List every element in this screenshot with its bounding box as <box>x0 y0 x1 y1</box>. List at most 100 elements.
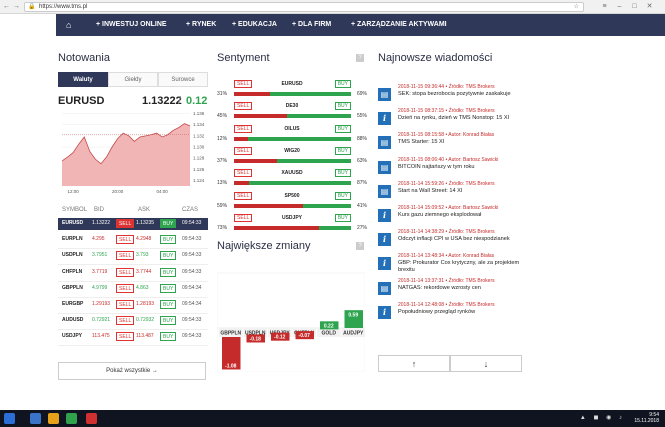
buy-button[interactable]: BUY <box>160 219 177 228</box>
news-title[interactable]: TMS Starter: 15 XI <box>398 139 445 146</box>
sell-button[interactable]: SELL <box>116 219 135 228</box>
row-symbol: USDPLN <box>62 252 83 259</box>
table-row[interactable]: AUDUSD 0.72921 SELL 0.72932 BUY 09:54:33 <box>58 315 208 327</box>
tab-surowce[interactable]: Surowce <box>158 72 208 87</box>
tab-waluty[interactable]: Waluty <box>58 72 108 87</box>
sentiment-buy-button[interactable]: BUY <box>334 102 351 111</box>
mover-symbol: USDPLN <box>245 331 266 337</box>
tab-gieldy[interactable]: Giełdy <box>108 72 158 87</box>
nav-item-inwestuj-online[interactable]: + INWESTUJ ONLINE <box>96 21 167 28</box>
sentiment-heading: Sentyment <box>217 52 270 64</box>
news-item[interactable]: ▤ 2018-11-15 09:36:44 • Źródło: TMS Broke… <box>378 84 528 108</box>
sentiment-buy-button[interactable]: BUY <box>334 169 351 178</box>
system-tray[interactable]: ▲ ◼ ◉ ♪ <box>579 415 625 421</box>
news-item[interactable]: ▤ 2018-11-15 08:06:40 • Autor: Bartosz Sa… <box>378 157 528 181</box>
sentiment-instrument: SP500 <box>284 192 300 199</box>
news-title[interactable]: BITCOIN najtańszy w tym roku <box>398 163 475 170</box>
table-row[interactable]: GBPPLN 4.9799 SELL 4.863 BUY 09:54:34 <box>58 283 208 295</box>
table-row[interactable]: EURPLN 4.295 SELL 4.2948 BUY 09:54:33 <box>58 234 208 246</box>
minimize-icon[interactable]: – <box>617 3 622 10</box>
table-row[interactable]: CHFPLN 3.7719 SELL 3.7744 BUY 09:54:33 <box>58 267 208 279</box>
start-icon[interactable] <box>4 413 15 424</box>
buy-button[interactable]: BUY <box>160 300 177 309</box>
sentiment-buy-button[interactable]: BUY <box>334 124 351 133</box>
buy-button[interactable]: BUY <box>160 235 177 245</box>
table-row[interactable]: USDJPY 113.475 SELL 113.487 BUY 09:54:33 <box>58 331 208 343</box>
maximize-icon[interactable]: □ <box>632 3 637 10</box>
news-item[interactable]: i 2018-11-14 12:48:08 • Źródło: TMS Broke… <box>378 302 528 326</box>
nav-item-rynek[interactable]: + RYNEK <box>186 21 217 28</box>
movers-frame <box>217 272 365 372</box>
buy-button[interactable]: BUY <box>160 283 177 293</box>
sentiment-instrument: WIG20 <box>284 147 300 154</box>
nav-item-edukacja[interactable]: + EDUKACJA <box>232 21 277 28</box>
news-up-button[interactable]: ↑ <box>378 355 450 372</box>
table-row[interactable]: EURUSD 1.13222 SELL 1.13235 BUY 09:54:33 <box>58 218 208 230</box>
bookmark-star-icon[interactable]: ☆ <box>573 4 579 10</box>
sell-button[interactable]: SELL <box>116 267 135 277</box>
nav-item-dla-firm[interactable]: + DLA FIRM <box>292 21 332 28</box>
address-bar[interactable]: 🔒 https://www.tms.pl ☆ <box>24 2 584 12</box>
mover-label-bg <box>268 328 292 337</box>
sentiment-sell-button[interactable]: SELL <box>234 146 253 155</box>
sentiment-sell-button[interactable]: SELL <box>234 124 253 133</box>
price-chart: 1.124 1.126 1.128 1.130 1.132 1.134 1.136 12:00… <box>62 111 205 194</box>
movers-help-icon[interactable]: ? <box>356 242 364 250</box>
mover-value: -0.18 <box>250 336 262 342</box>
nav-item-zarzadzanie-aktywami[interactable]: + ZARZĄDZANIE AKTYWAMI <box>351 21 447 28</box>
news-title[interactable]: Dzień na rynku, dzień w TMS Nonstop: 15 … <box>398 115 510 122</box>
sell-button[interactable]: SELL <box>116 300 135 309</box>
news-title[interactable]: Start na Wall Street: 14 XI <box>398 187 463 194</box>
table-row[interactable]: EURGBP 1.29193 SELL 1.28193 BUY 09:54:34 <box>58 299 208 311</box>
sell-button[interactable]: SELL <box>116 235 135 245</box>
news-title[interactable]: Popołudniowy przegląd rynków <box>398 308 476 315</box>
news-item[interactable]: i 2018-11-15 08:37:15 • Źródło: TMS Broke… <box>378 108 528 132</box>
news-title[interactable]: NATGAS: rekordowe wzrosty cen <box>398 284 481 291</box>
news-title[interactable]: SEK: stopa bezrobocia pozytywnie zaskaku… <box>398 91 511 97</box>
news-item[interactable]: i 2018-11-14 15:09:52 • Autor: Bartosz Sa… <box>378 205 528 229</box>
mover-label-bg <box>341 328 365 337</box>
news-item[interactable]: i 2018-11-14 14:38:29 • Źródło: TMS Broke… <box>378 229 528 253</box>
chrome-icon[interactable] <box>66 413 77 424</box>
home-icon[interactable]: ⌂ <box>66 20 72 30</box>
sentiment-buy-button[interactable]: BUY <box>334 80 351 88</box>
sentiment-buy-button[interactable]: BUY <box>334 146 351 155</box>
sentiment-sell-button[interactable]: SELL <box>234 191 253 200</box>
news-down-button[interactable]: ↓ <box>450 355 522 372</box>
sentiment-buy-button[interactable]: BUY <box>334 213 351 222</box>
help-icon[interactable]: ? <box>356 54 364 62</box>
back-icon[interactable]: ← <box>3 3 10 10</box>
buy-button[interactable]: BUY <box>160 267 177 277</box>
buy-percent-value: 27 <box>356 224 363 231</box>
news-item[interactable]: ▤ 2018-11-15 08:15:58 • Autor: Konrad Bia… <box>378 132 528 156</box>
sell-button[interactable]: SELL <box>116 283 135 293</box>
news-title[interactable]: Kurs gazu ziemnego eksplodował <box>398 212 482 218</box>
sentiment-buy-button[interactable]: BUY <box>334 191 351 200</box>
show-all-button[interactable]: Pokaż wszystkie → <box>58 362 206 380</box>
news-title[interactable]: Odczyt inflacji CPI w USA bez niespodzia… <box>398 236 510 243</box>
row-divider <box>58 248 208 250</box>
folder-icon[interactable] <box>48 413 59 424</box>
news-item[interactable]: ▤ 2018-11-14 15:59:26 • Źródło: TMS Broke… <box>378 181 528 205</box>
sell-button[interactable]: SELL <box>116 316 135 326</box>
forward-icon[interactable]: → <box>13 3 20 10</box>
sell-button[interactable]: SELL <box>116 332 135 342</box>
close-icon[interactable]: ✕ <box>646 3 653 10</box>
sentiment-sell-button[interactable]: SELL <box>234 102 253 111</box>
buy-button[interactable]: BUY <box>160 316 177 326</box>
buy-button[interactable]: BUY <box>160 332 177 342</box>
table-row[interactable]: USDPLN 3.7951 SELL 3.793 BUY 09:54:33 <box>58 250 208 262</box>
opera-icon[interactable] <box>86 413 97 424</box>
info-icon: i <box>378 257 391 271</box>
menu-icon[interactable]: ≡ <box>602 3 607 10</box>
buy-button[interactable]: BUY <box>160 251 177 261</box>
sell-button[interactable]: SELL <box>116 251 135 261</box>
row-symbol: EURGBP <box>62 301 84 307</box>
save-app-icon[interactable] <box>30 413 41 424</box>
sentiment-sell-button[interactable]: SELL <box>234 213 253 222</box>
sentiment-sell-button[interactable]: SELL <box>234 80 253 88</box>
news-item[interactable]: ▤ 2018-11-14 13:37:31 • Źródło: TMS Broke… <box>378 278 528 302</box>
news-item[interactable]: i 2018-11-14 13:48:34 • Autor: Konrad Bia… <box>378 253 528 277</box>
news-title[interactable]: GBP: Prokurator Cox krytyczny, ale za pr… <box>398 260 520 274</box>
sentiment-sell-button[interactable]: SELL <box>234 169 253 178</box>
